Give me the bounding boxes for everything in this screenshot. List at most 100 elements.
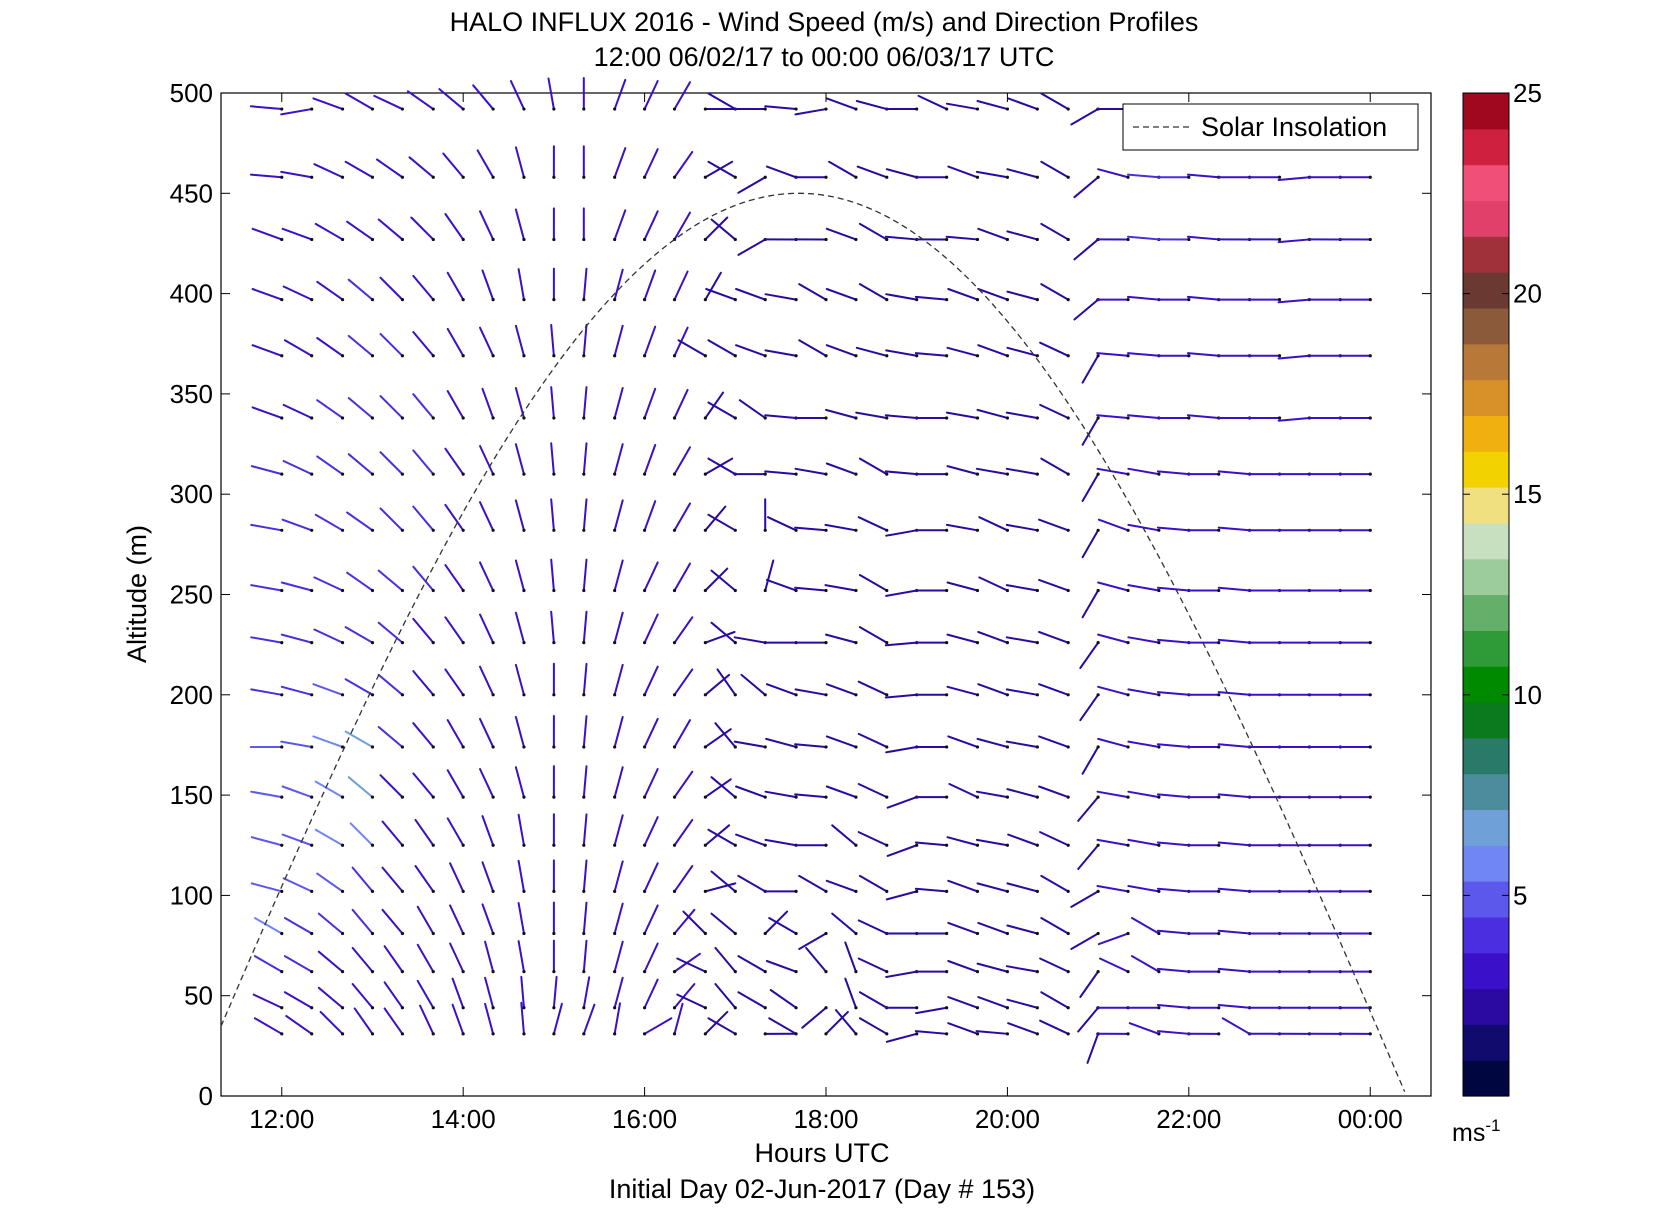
- barb-origin: [431, 588, 435, 593]
- wind-barb: [740, 673, 767, 696]
- wind-barb: [710, 912, 737, 935]
- barb-origin: [340, 843, 345, 847]
- wind-barb: [444, 447, 465, 476]
- barb-origin: [582, 795, 586, 799]
- barb-origin: [945, 931, 949, 936]
- wind-barb: [946, 836, 979, 847]
- barb-origin: [1157, 641, 1161, 645]
- wind-barb: [250, 584, 283, 592]
- wind-barb: [643, 500, 657, 532]
- wind-barb: [1217, 1004, 1251, 1009]
- wind-barb: [1127, 352, 1160, 357]
- wind-barb: [857, 680, 888, 696]
- barb-origin: [310, 107, 314, 111]
- wind-barb: [885, 589, 918, 597]
- wind-barb: [1217, 793, 1251, 799]
- barb-origin: [975, 237, 980, 242]
- barb-origin: [613, 354, 617, 358]
- wind-barb: [1156, 743, 1190, 748]
- wind-barb: [1038, 683, 1070, 696]
- colorbar-segment: [1463, 773, 1509, 811]
- wind-barb: [1040, 991, 1070, 1009]
- wind-barb: [613, 559, 624, 592]
- wind-barb: [1005, 523, 1039, 532]
- wind-barb: [673, 668, 694, 696]
- barb-origin: [1368, 588, 1372, 593]
- wind-barb: [412, 565, 435, 592]
- colorbar-segment: [1463, 1024, 1509, 1061]
- barb-origin: [1126, 588, 1130, 593]
- barb-origin: [400, 693, 405, 697]
- barb-origin: [1035, 1006, 1039, 1010]
- wind-barb: [1127, 584, 1160, 592]
- barb-origin: [854, 107, 858, 111]
- wind-barb: [977, 631, 1009, 644]
- barb-origin: [885, 175, 889, 179]
- barb-origin: [400, 528, 405, 532]
- wind-barb: [613, 268, 624, 301]
- barb-origin: [582, 175, 586, 179]
- barb-origin: [794, 107, 798, 111]
- wind-barb: [825, 633, 857, 644]
- barb-origin: [522, 416, 526, 420]
- barb-origin: [1066, 931, 1070, 936]
- wind-barb: [733, 636, 767, 644]
- barb-origin: [763, 1006, 767, 1010]
- barb-origin: [613, 237, 617, 242]
- wind-barb: [416, 979, 435, 1009]
- barb-origin: [975, 1032, 980, 1036]
- wind-barb: [643, 210, 659, 241]
- barb-origin: [1005, 931, 1010, 936]
- wind-barb: [704, 778, 732, 799]
- wind-barb: [613, 443, 624, 476]
- barb-origin: [672, 693, 677, 697]
- barb-origin: [431, 175, 435, 179]
- barb-origin: [642, 416, 647, 420]
- wind-barb: [344, 92, 374, 111]
- barb-origin: [522, 298, 526, 302]
- barb-origin: [461, 237, 465, 242]
- wind-barb: [948, 783, 979, 799]
- wind-barb: [251, 406, 283, 419]
- barb-origin: [613, 745, 617, 749]
- wind-barb: [313, 576, 344, 592]
- barb-origin: [975, 931, 980, 936]
- wind-barb: [1077, 796, 1100, 822]
- barb-origin: [491, 175, 495, 179]
- barb-origin: [1066, 237, 1070, 242]
- wind-barb: [768, 917, 798, 935]
- barb-origin: [400, 931, 405, 936]
- barb-origin: [280, 237, 284, 242]
- wind-barb: [446, 390, 465, 419]
- barb-origin: [400, 107, 405, 111]
- wind-barb: [481, 269, 495, 301]
- barb-origin: [1096, 588, 1100, 593]
- barb-origin: [915, 298, 919, 302]
- wind-barb: [582, 859, 588, 893]
- barb-origin: [1035, 641, 1039, 645]
- wind-barb: [825, 344, 857, 357]
- wind-barb: [613, 663, 624, 696]
- barb-origin: [733, 298, 737, 302]
- barb-origin: [1368, 970, 1372, 974]
- barb-origin: [975, 354, 980, 358]
- wind-barb: [885, 293, 918, 301]
- wind-barb: [710, 569, 737, 592]
- barb-origin: [1096, 528, 1100, 532]
- barb-origin: [340, 528, 345, 532]
- barb-origin: [763, 472, 767, 476]
- wind-barb: [673, 562, 691, 592]
- barb-origin: [1096, 472, 1100, 476]
- colorbar-tick-label: 15: [1513, 479, 1542, 509]
- wind-barb: [673, 446, 691, 476]
- barb-origin: [461, 588, 465, 593]
- wind-barb: [945, 235, 979, 241]
- barb-origin: [400, 354, 405, 358]
- barb-origin: [1157, 472, 1161, 476]
- barb-origin: [1217, 970, 1221, 974]
- barb-origin: [552, 795, 556, 799]
- barb-origin: [280, 1032, 284, 1036]
- wind-barb: [517, 859, 525, 893]
- wind-barb: [794, 743, 827, 748]
